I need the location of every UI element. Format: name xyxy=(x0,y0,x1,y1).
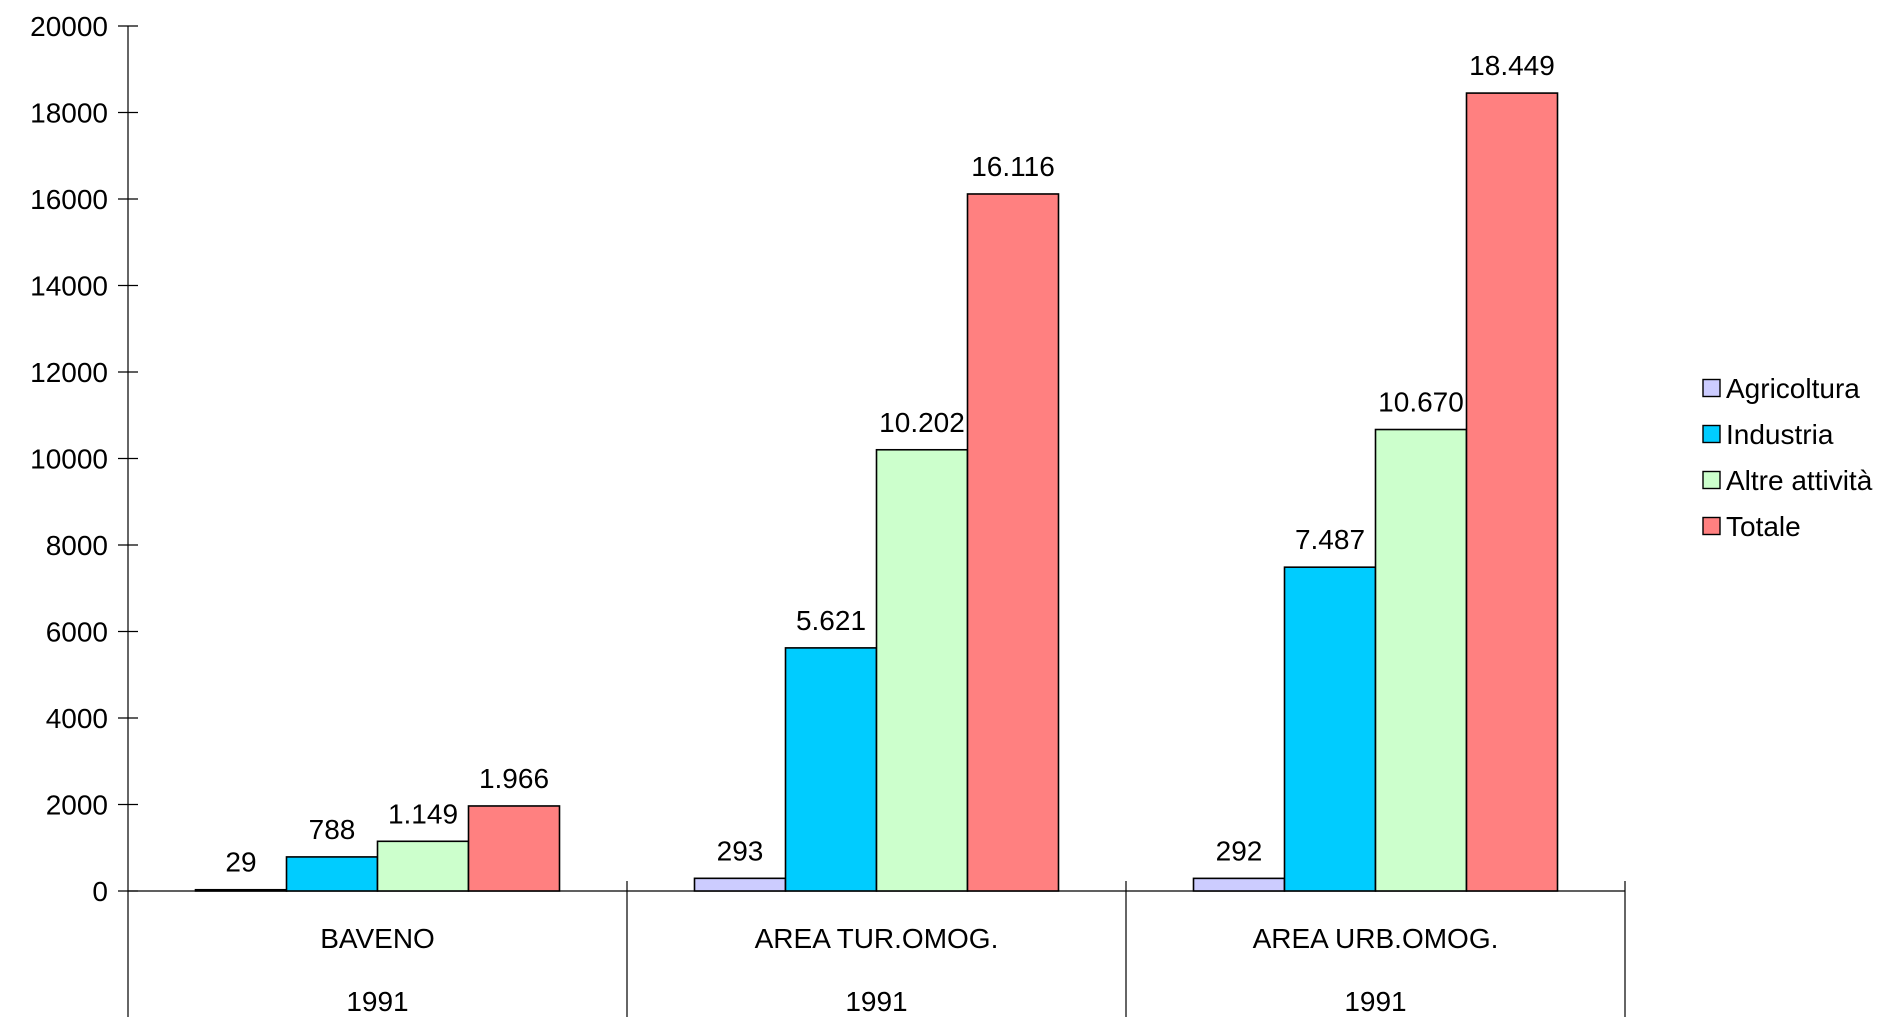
data-label: 18.449 xyxy=(1469,50,1555,81)
y-tick-label: 6000 xyxy=(46,617,108,648)
legend-label: Industria xyxy=(1726,419,1834,450)
bar-agricoltura-1 xyxy=(693,877,787,892)
legend-swatch xyxy=(1702,470,1721,490)
y-tick-label: 12000 xyxy=(30,357,108,388)
bar-industria-2 xyxy=(1283,566,1377,892)
data-labels: 29 293 292 788 5.621 7.487 1.149 10.202 10.670 1.… xyxy=(225,50,1554,878)
bar-industria-0 xyxy=(285,856,379,892)
y-tick-label: 2000 xyxy=(46,790,108,821)
bar-agricoltura-2 xyxy=(1192,877,1286,892)
y-tick-label: 0 xyxy=(92,876,108,907)
data-label: 10.670 xyxy=(1378,387,1464,418)
bar-totale-0 xyxy=(467,805,561,892)
data-label: 16.116 xyxy=(971,151,1055,182)
data-label: 7.487 xyxy=(1295,524,1365,555)
data-label: 5.621 xyxy=(796,605,866,636)
bar-agricoltura-0 xyxy=(194,888,288,892)
bar-industria-1 xyxy=(784,647,878,892)
category-sublabel: 1991 xyxy=(1344,986,1406,1017)
y-tick-label: 16000 xyxy=(30,184,108,215)
data-label: 10.202 xyxy=(879,407,965,438)
bars xyxy=(194,92,1559,892)
data-label: 1.966 xyxy=(479,763,549,794)
category-sublabel: 1991 xyxy=(346,986,408,1017)
y-tick-label: 14000 xyxy=(30,271,108,302)
legend-swatch xyxy=(1702,516,1721,536)
bar-totale-1 xyxy=(966,193,1060,892)
legend-swatch xyxy=(1702,424,1721,444)
data-label: 788 xyxy=(309,814,356,845)
y-tick-label: 20000 xyxy=(30,11,108,42)
y-tick-label: 4000 xyxy=(46,703,108,734)
legend-swatch xyxy=(1702,378,1721,398)
bar-altre-attivit--1 xyxy=(875,448,969,892)
bar-altre-attivit--0 xyxy=(376,840,470,892)
category-label: BAVENO xyxy=(320,923,435,954)
legend-label: Altre attività xyxy=(1726,465,1873,496)
y-tick-label: 8000 xyxy=(46,530,108,561)
y-tick-label: 10000 xyxy=(30,444,108,475)
data-label: 1.149 xyxy=(388,798,458,829)
bar-altre-attivit--2 xyxy=(1374,428,1468,892)
category-sublabel: 1991 xyxy=(845,986,907,1017)
bar-totale-2 xyxy=(1465,92,1559,892)
axes: 0 2000 4000 6000 8000 10000 12000 14000 16000 180… xyxy=(30,11,1626,1017)
legend: Agricoltura Industria Altre attività Totale xyxy=(1702,373,1873,542)
legend-label: Agricoltura xyxy=(1726,373,1860,404)
data-label: 292 xyxy=(1216,835,1263,866)
y-tick-label: 18000 xyxy=(30,98,108,129)
category-label: AREA TUR.OMOG. xyxy=(755,923,999,954)
legend-label: Totale xyxy=(1726,511,1801,542)
data-label: 293 xyxy=(717,835,764,866)
data-label: 29 xyxy=(225,847,256,878)
category-label: AREA URB.OMOG. xyxy=(1253,923,1499,954)
